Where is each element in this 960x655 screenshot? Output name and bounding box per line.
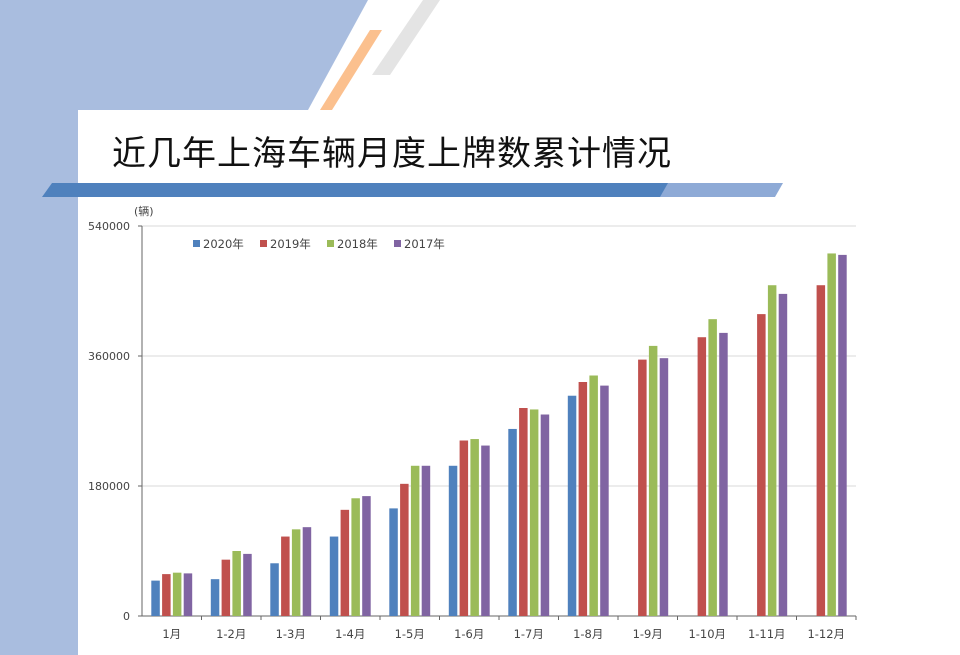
bar-2018年-1-7月 xyxy=(529,409,539,616)
title-underline-bar xyxy=(42,183,783,197)
bar-2017年-1-6月 xyxy=(481,445,490,616)
grid-lines xyxy=(138,225,856,617)
background-top-decoration xyxy=(0,0,960,110)
bar-2017年-1-5月 xyxy=(421,465,431,616)
y-tick-label: 540000 xyxy=(88,220,130,233)
y-tick-labels: 0 180000 360000 540000 xyxy=(88,220,130,623)
legend-label: 2020年 xyxy=(203,237,244,251)
bar-2017年-1-12月 xyxy=(838,254,847,616)
x-tick-labels: 1月 1-2月 1-3月 1-4月 1-5月 1-6月 1-7月 1-8月 1-9月 1-10月 1… xyxy=(162,616,857,641)
x-tick-label: 1-11月 xyxy=(748,627,786,641)
bar-2018年-1-12月 xyxy=(827,253,836,616)
bar-2020年-1-5月 xyxy=(389,508,398,616)
bar-2019年-1-10月 xyxy=(697,337,707,616)
bar-2017年-1-7月 xyxy=(540,414,550,616)
bar-2018年-1月 xyxy=(172,572,182,616)
bar-2017年-1月 xyxy=(183,573,193,616)
x-tick-label: 1-4月 xyxy=(335,627,365,641)
bar-2018年-1-4月 xyxy=(351,498,360,616)
x-tick-label: 1-5月 xyxy=(395,627,425,641)
y-tick-label: 360000 xyxy=(88,350,130,363)
bar-2019年-1-8月 xyxy=(578,382,588,616)
bar-2019年-1-9月 xyxy=(638,359,647,616)
y-tick-label: 0 xyxy=(123,610,130,623)
bar-2017年-1-8月 xyxy=(600,385,609,616)
decor-blue-stripe xyxy=(0,0,368,110)
bar-2017年-1-9月 xyxy=(659,358,669,616)
bar-2019年-1-12月 xyxy=(816,285,826,616)
x-tick-label: 1月 xyxy=(162,627,181,641)
x-tick-label: 1-2月 xyxy=(216,627,246,641)
x-tick-label: 1-7月 xyxy=(514,627,544,641)
x-tick-label: 1-10月 xyxy=(688,627,726,641)
decor-orange-stripe xyxy=(320,30,382,110)
bar-2019年-1月 xyxy=(162,574,171,616)
bar-2020年-1-8月 xyxy=(567,395,577,616)
bar-2018年-1-5月 xyxy=(410,465,420,616)
bar-2020年-1月 xyxy=(151,580,160,616)
bar-2020年-1-2月 xyxy=(210,579,220,616)
bar-2018年-1-6月 xyxy=(470,439,479,616)
legend: 2020年 2019年 2018年 2017年 xyxy=(193,237,445,251)
bar-2018年-1-9月 xyxy=(648,345,658,616)
legend-swatch xyxy=(193,240,200,247)
bar-2019年-1-6月 xyxy=(459,440,469,616)
bar-2019年-1-3月 xyxy=(281,536,290,616)
bar-2019年-1-7月 xyxy=(519,408,528,616)
x-tick-label: 1-3月 xyxy=(276,627,306,641)
y-tick-label: 180000 xyxy=(88,480,130,493)
bar-2018年-1-11月 xyxy=(767,285,777,616)
bar-2019年-1-5月 xyxy=(400,483,409,616)
page-title: 近几年上海车辆月度上牌数累计情况 xyxy=(112,134,672,174)
bar-2019年-1-11月 xyxy=(757,314,766,616)
legend-swatch xyxy=(327,240,334,247)
legend-label: 2018年 xyxy=(337,237,378,251)
bar-2017年-1-3月 xyxy=(302,527,312,616)
y-axis-unit-label: (辆) xyxy=(134,204,154,218)
bar-2018年-1-3月 xyxy=(291,529,301,616)
x-tick-label: 1-9月 xyxy=(633,627,663,641)
legend-label: 2019年 xyxy=(270,237,311,251)
bar-2020年-1-7月 xyxy=(508,428,517,616)
bar-2018年-1-8月 xyxy=(589,375,598,616)
bar-2017年-1-11月 xyxy=(778,293,788,616)
bar-2019年-1-2月 xyxy=(221,559,231,616)
bar-2018年-1-2月 xyxy=(232,551,241,616)
legend-label: 2017年 xyxy=(404,237,445,251)
bar-2020年-1-3月 xyxy=(270,563,279,616)
bar-2019年-1-4月 xyxy=(340,509,350,616)
bar-2018年-1-10月 xyxy=(708,319,717,616)
bars xyxy=(151,253,847,616)
decor-gray-stripe xyxy=(372,0,440,75)
x-tick-label: 1-12月 xyxy=(807,627,845,641)
x-tick-label: 1-8月 xyxy=(573,627,603,641)
bar-2017年-1-10月 xyxy=(719,332,728,616)
bar-2020年-1-4月 xyxy=(329,536,339,616)
legend-swatch xyxy=(394,240,401,247)
bar-2020年-1-6月 xyxy=(448,465,458,616)
bar-2017年-1-2月 xyxy=(243,553,252,616)
bar-2017年-1-4月 xyxy=(362,496,371,616)
legend-swatch xyxy=(260,240,267,247)
x-tick-label: 1-6月 xyxy=(454,627,484,641)
